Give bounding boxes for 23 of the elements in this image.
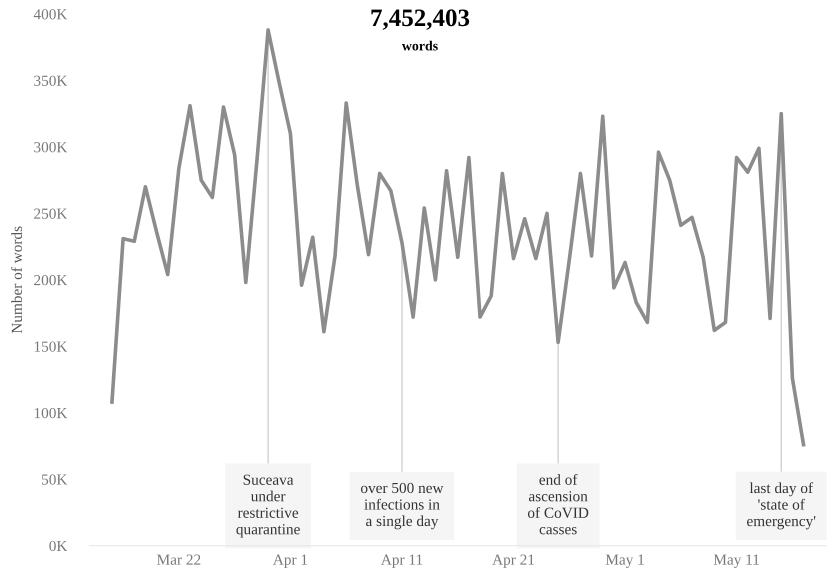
line-series — [110, 28, 806, 446]
annotation: last day of 'state of emergency' — [747, 482, 816, 530]
y-tick-label: 400K — [34, 9, 68, 20]
y-tick-label: 300K — [34, 142, 68, 152]
y-tick-label: 150K — [34, 341, 68, 352]
y-tick-label: 250K — [34, 208, 68, 219]
x-tick-label: Apr 11 — [380, 554, 422, 568]
x-tick-label: Apr 21 — [492, 554, 534, 568]
text: words — [402, 40, 438, 50]
x-tick-label: Apr 1 — [272, 554, 308, 568]
x-tick-label: Mar 22 — [157, 554, 200, 565]
y-tick-label: 50K — [42, 474, 68, 485]
y-tick-label: 200K — [34, 274, 68, 286]
y-tick-label: 100K — [34, 408, 68, 418]
annotation: Suceava under restrictive quarantine — [236, 474, 300, 538]
y-tick-label: 0K — [49, 540, 68, 552]
annotation: end of ascension of CoVID casses — [528, 474, 588, 534]
annotation: over 500 new infections in a single day — [360, 482, 444, 530]
y-axis-title: Number of words — [11, 226, 22, 334]
x-tick-label: May 11 — [714, 554, 759, 568]
y-tick-label: 350K — [34, 76, 68, 86]
chart-title: 7,452,403 — [371, 9, 470, 30]
x-tick-label: May 1 — [606, 554, 644, 568]
